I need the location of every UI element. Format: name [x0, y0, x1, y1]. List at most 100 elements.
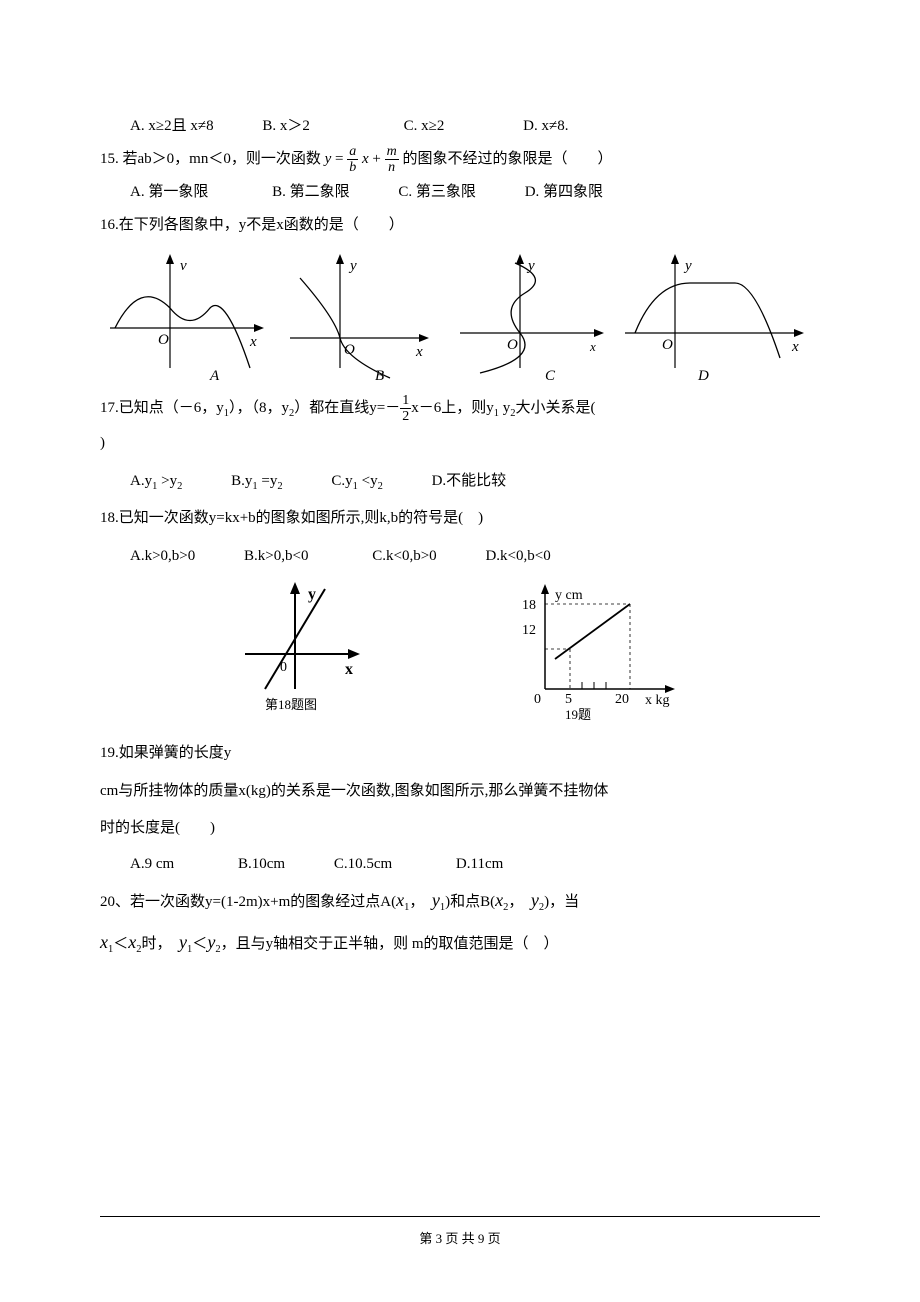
- q17-l1c: ）都在直线y=－: [294, 400, 400, 416]
- q17-l1d: x－6上，则y: [411, 400, 494, 416]
- graph-label-d: D: [697, 368, 709, 384]
- origin-label: O: [158, 332, 169, 348]
- q19-opt-a: A.9 cm: [130, 856, 174, 872]
- q18-opt-b: B.k>0,b<0: [244, 548, 308, 564]
- q14-options: A. x≥2且 x≠8 B. x＞2 C. x≥2 D. x≠8.: [100, 110, 820, 143]
- q20-lt2: ＜: [192, 936, 207, 952]
- q20-y2: y: [531, 890, 539, 910]
- q15-opt-b: B. 第二象限: [272, 184, 350, 200]
- axis-y-label: y cm: [555, 588, 583, 603]
- q16-graph-a: v x O A: [100, 248, 270, 388]
- axis-y-label: y: [526, 258, 535, 274]
- q19-graph: y cm x kg 18 12 0 5 20 19题: [510, 579, 690, 729]
- q20-lt1: ＜: [113, 936, 128, 952]
- tick-18: 18: [522, 598, 536, 613]
- q14-opt-d: D. x≠8.: [523, 118, 568, 134]
- axis-y-label: v: [180, 258, 187, 274]
- q15-frac1: ab: [347, 144, 358, 176]
- q17-l1b: ），（8，y: [229, 400, 289, 416]
- q19-opt-b: B.10cm: [238, 856, 285, 872]
- axis-y-label: y: [348, 258, 357, 274]
- q20-x2: x: [495, 890, 503, 910]
- q19-opt-d: D.11cm: [456, 856, 503, 872]
- q20-x1b: x: [100, 932, 108, 952]
- q15-plus: +: [369, 151, 385, 167]
- q15-opt-a: A. 第一象限: [130, 184, 208, 200]
- graph-label-c: C: [545, 368, 556, 384]
- q19-caption: 19题: [565, 707, 591, 722]
- q16-graph-c: y x O C: [445, 248, 610, 388]
- q20-l2d: ，且与y轴相交于正半轴，则 m的取值范围是（ ）: [221, 936, 559, 952]
- axis-x-label: x kg: [645, 693, 670, 708]
- page-footer: 第 3 页 共 9 页: [0, 1228, 920, 1247]
- q20-comma1: ，: [409, 894, 417, 910]
- q19-options: A.9 cm B.10cm C.10.5cm D.11cm: [100, 848, 820, 881]
- q17-stem-line1: 17.已知点（－6，y1），（8，y2）都在直线y=－12x－6上，则y1 y2…: [100, 392, 820, 425]
- q17-frac: 12: [400, 393, 411, 425]
- origin-label: O: [507, 337, 518, 353]
- q17-l1e: y: [499, 400, 510, 416]
- q19-stem-line3: 时的长度是( ): [100, 810, 820, 848]
- q14-opt-b: B. x＞2: [262, 118, 310, 134]
- q19-opt-c: C.10.5cm: [334, 856, 392, 872]
- q16-graph-b: y x O B: [280, 248, 435, 388]
- q20-l1a: 20、若一次函数y=(1-2m)x+m的图象经过点A(: [100, 894, 396, 910]
- q15-options: A. 第一象限 B. 第二象限 C. 第三象限 D. 第四象限: [100, 176, 820, 209]
- q15-frac2: mn: [385, 144, 399, 176]
- q20-l2b: 时，: [142, 936, 165, 952]
- q17-opt-c: C.y1 <y2: [331, 473, 382, 489]
- q17-l1f: 大小关系是(: [516, 400, 596, 416]
- q17-opt-d: D.不能比较: [432, 473, 507, 489]
- q19-stem-line2: cm与所挂物体的质量x(kg)的关系是一次函数,图象如图所示,那么弹簧不挂物体: [100, 773, 820, 811]
- q20-stem-line2: x1＜x2时， y1＜y2，且与y轴相交于正半轴，则 m的取值范围是（ ）: [100, 920, 820, 965]
- tick-20: 20: [615, 692, 629, 707]
- axis-x-label: x: [345, 661, 353, 678]
- q18-opt-c: C.k<0,b>0: [372, 548, 436, 564]
- origin-label: 0: [280, 660, 287, 675]
- q20-y1b: y: [179, 932, 187, 952]
- q15-eq: =: [331, 151, 347, 167]
- footer-divider: [100, 1216, 820, 1217]
- q20-x1: x: [396, 890, 404, 910]
- q16-graph-d: y x O D: [620, 248, 810, 388]
- q16-stem: 16.在下列各图象中，y不是x函数的是（ ）: [100, 209, 820, 242]
- q20-l1c: )，当: [544, 894, 579, 910]
- q18-opt-d: D.k<0,b<0: [485, 548, 550, 564]
- svg-text:x: x: [589, 339, 596, 354]
- q20-l1b: )和点B(: [445, 894, 495, 910]
- q20-comma2: ，: [508, 894, 516, 910]
- q15-stem: 15. 若ab＞0，mn＜0，则一次函数 y = ab x + mn 的图象不经…: [100, 143, 820, 176]
- q19-stem-line1: 19.如果弹簧的长度y: [100, 735, 820, 773]
- q15-x: x: [362, 151, 369, 167]
- axis-x-label: x: [415, 344, 423, 360]
- q20-y1: y: [432, 890, 440, 910]
- q18-opt-a: A.k>0,b>0: [130, 548, 195, 564]
- origin-label: O: [662, 337, 673, 353]
- q14-opt-c: C. x≥2: [404, 118, 445, 134]
- q18-graph: y x 0 第18题图: [230, 579, 370, 719]
- q17-l1a: 17.已知点（－6，y: [100, 400, 224, 416]
- q20-stem-line1: 20、若一次函数y=(1-2m)x+m的图象经过点A(x1， y1)和点B(x2…: [100, 881, 820, 921]
- q17-options: A.y1 >y2 B.y1 =y2 C.y1 <y2 D.不能比较: [100, 463, 820, 501]
- q15-number: 15.: [100, 151, 119, 167]
- origin-label: 0: [534, 692, 541, 707]
- q18-options: A.k>0,b>0 B.k>0,b<0 C.k<0,b>0 D.k<0,b<0: [100, 538, 820, 576]
- axis-x-label: x: [249, 334, 257, 350]
- q18-caption: 第18题图: [265, 697, 317, 712]
- axis-y-label: y: [683, 258, 692, 274]
- axis-y-label: y: [308, 586, 316, 603]
- q18-stem: 18.已知一次函数y=kx+b的图象如图所示,则k,b的符号是( ): [100, 500, 820, 538]
- q17-opt-a: A.y1 >y2: [130, 473, 182, 489]
- q14-opt-a: A. x≥2且 x≠8: [130, 118, 214, 134]
- q15-post: 的图象不经过的象限是（ ）: [402, 151, 612, 167]
- q15-pre: 若ab＞0，mn＜0，则一次函数: [123, 151, 321, 167]
- tick-12: 12: [522, 623, 536, 638]
- axis-x-label: x: [791, 339, 799, 355]
- graph-label-b: B: [375, 368, 384, 384]
- q16-graphs: v x O A y x O B y x O C: [100, 248, 820, 388]
- q18-q19-graphs: y x 0 第18题图 y cm x kg 18 12 0 5 20: [100, 579, 820, 729]
- q15-opt-c: C. 第三象限: [398, 184, 476, 200]
- q17-stem-line2: ): [100, 425, 820, 463]
- q15-opt-d: D. 第四象限: [525, 184, 603, 200]
- origin-label: O: [344, 342, 355, 358]
